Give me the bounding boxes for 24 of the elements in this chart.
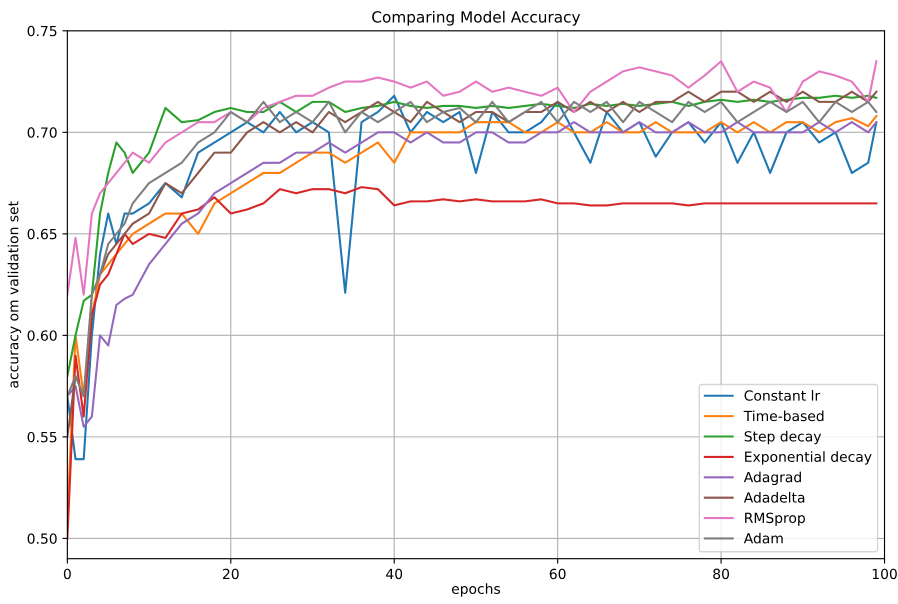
- x-tick-label: 0: [64, 568, 71, 580]
- legend-label: Time-based: [744, 410, 824, 422]
- legend-label: Exponential decay: [745, 451, 872, 465]
- x-tick-label: 60: [550, 568, 566, 580]
- y-axis-title: accuracy om validation set: [8, 201, 22, 388]
- x-tick-label: 100: [872, 568, 897, 580]
- legend-label: RMSprop: [745, 512, 805, 526]
- chart-title: Comparing Model Accuracy: [372, 10, 580, 26]
- x-axis-title: epochs: [452, 583, 500, 597]
- y-tick-label: 0.75: [28, 26, 56, 36]
- x-tick-label: 40: [386, 568, 402, 580]
- y-tick-label: 0.65: [28, 228, 56, 240]
- y-tick-label: 0.55: [28, 432, 56, 442]
- legend-label: Adagrad: [744, 472, 801, 486]
- legend-label: Adadelta: [744, 492, 804, 503]
- x-tick-label: 20: [222, 568, 239, 580]
- legend-label: Step decay: [744, 430, 822, 444]
- legend-label: Adam: [744, 532, 783, 544]
- y-tick-label: 0.50: [28, 533, 57, 544]
- legend-label: Constant lr: [744, 390, 820, 401]
- y-tick-label: 0.70: [28, 127, 57, 138]
- y-tick-label: 0.60: [28, 330, 57, 341]
- line-series: [67, 60, 878, 296]
- x-tick-label: 80: [713, 568, 730, 580]
